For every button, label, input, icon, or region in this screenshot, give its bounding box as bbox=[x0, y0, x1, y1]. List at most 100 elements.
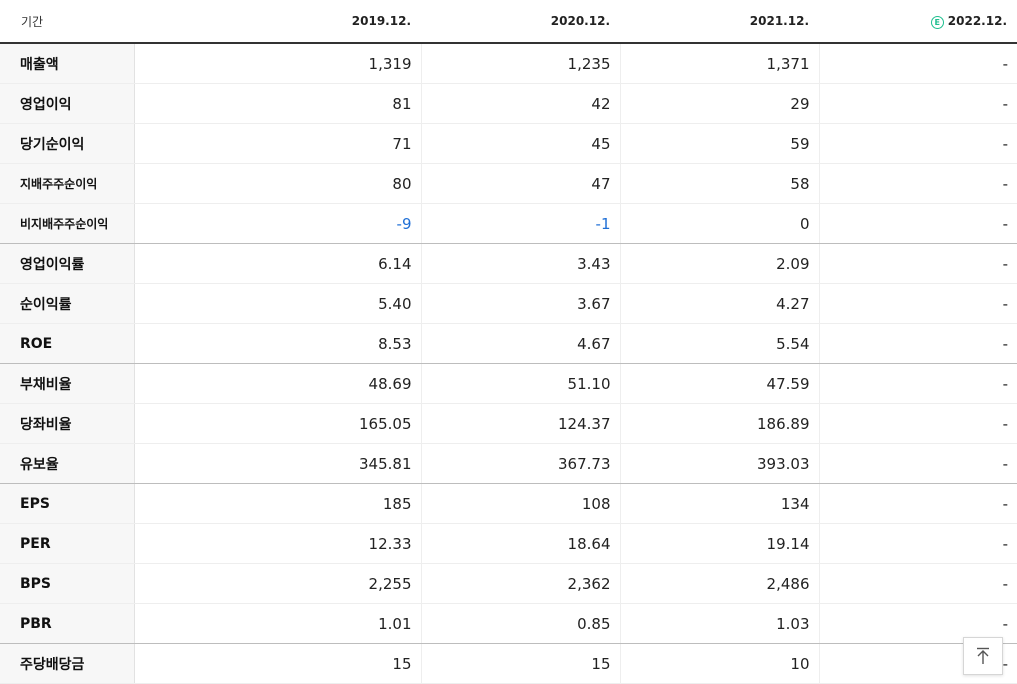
row-label: 당기순이익 bbox=[0, 123, 135, 164]
row-label: 지배주주순이익 bbox=[0, 163, 135, 204]
cell-value: 45 bbox=[421, 123, 621, 164]
cell-value: 71 bbox=[134, 123, 422, 164]
row-label: BPS bbox=[0, 563, 135, 604]
cell-value: - bbox=[819, 403, 1017, 444]
table-row: ROE 8.53 4.67 5.54 - bbox=[0, 323, 1017, 364]
cell-value: 185 bbox=[134, 483, 422, 524]
row-label: 영업이익 bbox=[0, 83, 135, 124]
cell-value: 48.69 bbox=[134, 363, 422, 404]
cell-value: 47 bbox=[421, 163, 621, 204]
cell-value: 124.37 bbox=[421, 403, 621, 444]
cell-value: 345.81 bbox=[134, 443, 422, 484]
period-2021: 2021.12. bbox=[620, 0, 819, 44]
cell-value: - bbox=[819, 163, 1017, 204]
cell-value: 6.14 bbox=[134, 243, 422, 284]
table-row: 매출액 1,319 1,235 1,371 - bbox=[0, 43, 1017, 84]
table-row: 부채비율 48.69 51.10 47.59 - bbox=[0, 363, 1017, 404]
cell-value-negative: -1 bbox=[421, 203, 621, 244]
cell-value: 134 bbox=[620, 483, 820, 524]
cell-value: - bbox=[819, 443, 1017, 484]
row-label: PER bbox=[0, 523, 135, 564]
period-2019: 2019.12. bbox=[134, 0, 421, 44]
row-label: 주당배당금 bbox=[0, 643, 135, 684]
cell-value-negative: -9 bbox=[134, 203, 422, 244]
cell-value: - bbox=[819, 243, 1017, 284]
cell-value: - bbox=[819, 323, 1017, 364]
cell-value: 51.10 bbox=[421, 363, 621, 404]
cell-value: 42 bbox=[421, 83, 621, 124]
table-row: EPS 185 108 134 - bbox=[0, 483, 1017, 524]
row-label: 순이익률 bbox=[0, 283, 135, 324]
estimate-icon: E bbox=[930, 15, 944, 29]
cell-value: 12.33 bbox=[134, 523, 422, 564]
cell-value: 19.14 bbox=[620, 523, 820, 564]
table-row: 비지배주주순이익 -9 -1 0 - bbox=[0, 203, 1017, 244]
cell-value: 81 bbox=[134, 83, 422, 124]
cell-value: 8.53 bbox=[134, 323, 422, 364]
cell-value: 0.85 bbox=[421, 603, 621, 644]
cell-value: 18.64 bbox=[421, 523, 621, 564]
table-row: BPS 2,255 2,362 2,486 - bbox=[0, 563, 1017, 604]
cell-value: - bbox=[819, 203, 1017, 244]
table-row: PER 12.33 18.64 19.14 - bbox=[0, 523, 1017, 564]
cell-value: - bbox=[819, 123, 1017, 164]
table-row: 영업이익 81 42 29 - bbox=[0, 83, 1017, 124]
cell-value: 1,235 bbox=[421, 43, 621, 84]
table-row: 당기순이익 71 45 59 - bbox=[0, 123, 1017, 164]
cell-value: 5.40 bbox=[134, 283, 422, 324]
period-2020: 2020.12. bbox=[421, 0, 620, 44]
period-header-label: 기간 bbox=[0, 0, 134, 44]
cell-value: 59 bbox=[620, 123, 820, 164]
cell-value: - bbox=[819, 43, 1017, 84]
cell-value: 1,319 bbox=[134, 43, 422, 84]
table-row: 유보율 345.81 367.73 393.03 - bbox=[0, 443, 1017, 484]
cell-value: 15 bbox=[134, 643, 422, 684]
cell-value: 3.67 bbox=[421, 283, 621, 324]
row-label: 비지배주주순이익 bbox=[0, 203, 135, 244]
cell-value: 186.89 bbox=[620, 403, 820, 444]
cell-value: 4.27 bbox=[620, 283, 820, 324]
cell-value: - bbox=[819, 283, 1017, 324]
cell-value: 80 bbox=[134, 163, 422, 204]
cell-value: 3.43 bbox=[421, 243, 621, 284]
cell-value: - bbox=[819, 363, 1017, 404]
table-row: 지배주주순이익 80 47 58 - bbox=[0, 163, 1017, 204]
row-label: 매출액 bbox=[0, 43, 135, 84]
cell-value: - bbox=[819, 83, 1017, 124]
cell-value: - bbox=[819, 563, 1017, 604]
cell-value: 4.67 bbox=[421, 323, 621, 364]
cell-value: 2.09 bbox=[620, 243, 820, 284]
row-label: 유보율 bbox=[0, 443, 135, 484]
row-label: 당좌비율 bbox=[0, 403, 135, 444]
table-row: 영업이익률 6.14 3.43 2.09 - bbox=[0, 243, 1017, 284]
table-row: 주당배당금 15 15 10 - bbox=[0, 643, 1017, 684]
row-label: ROE bbox=[0, 323, 135, 364]
cell-value: 10 bbox=[620, 643, 820, 684]
cell-value: 15 bbox=[421, 643, 621, 684]
header-row: 기간 2019.12. 2020.12. 2021.12. E 2022.12. bbox=[0, 0, 1017, 44]
cell-value: 1.01 bbox=[134, 603, 422, 644]
scroll-to-top-button[interactable] bbox=[963, 637, 1003, 675]
cell-value: - bbox=[819, 483, 1017, 524]
cell-value: 108 bbox=[421, 483, 621, 524]
cell-value: 29 bbox=[620, 83, 820, 124]
cell-value: 1,371 bbox=[620, 43, 820, 84]
row-label: 부채비율 bbox=[0, 363, 135, 404]
cell-value: - bbox=[819, 523, 1017, 564]
cell-value: 58 bbox=[620, 163, 820, 204]
cell-value: 47.59 bbox=[620, 363, 820, 404]
cell-value: 367.73 bbox=[421, 443, 621, 484]
cell-value: 0 bbox=[620, 203, 820, 244]
row-label: EPS bbox=[0, 483, 135, 524]
period-2022-estimate: E 2022.12. bbox=[819, 0, 1017, 44]
cell-value: 393.03 bbox=[620, 443, 820, 484]
cell-value: 5.54 bbox=[620, 323, 820, 364]
row-label: 영업이익률 bbox=[0, 243, 135, 284]
row-label: PBR bbox=[0, 603, 135, 644]
cell-value: 2,486 bbox=[620, 563, 820, 604]
arrow-up-to-top-icon bbox=[977, 647, 989, 664]
cell-value: 165.05 bbox=[134, 403, 422, 444]
period-2022-label: 2022.12. bbox=[947, 13, 1007, 28]
table-row: 순이익률 5.40 3.67 4.27 - bbox=[0, 283, 1017, 324]
cell-value: 2,362 bbox=[421, 563, 621, 604]
